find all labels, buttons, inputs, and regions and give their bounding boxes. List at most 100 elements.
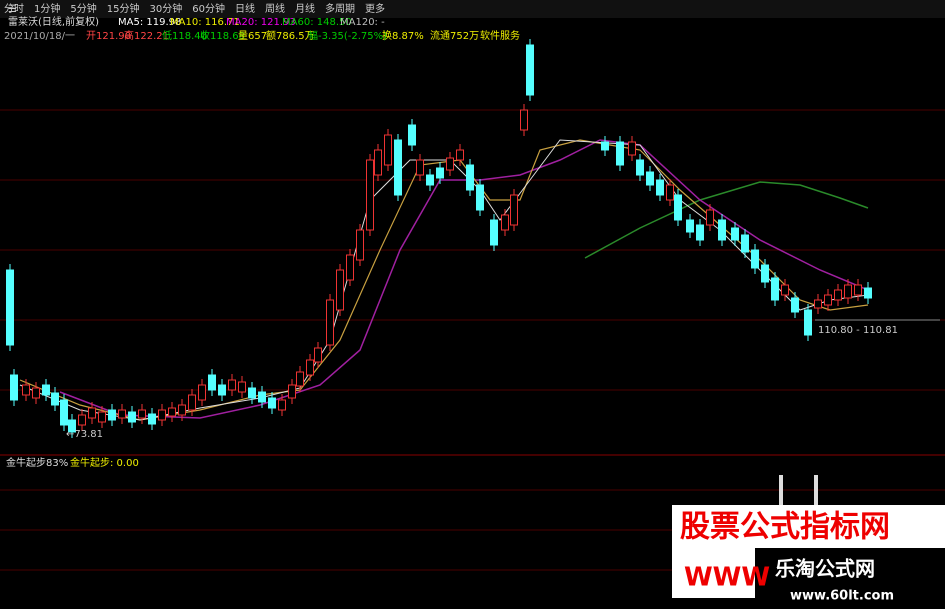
candle-body bbox=[446, 157, 454, 171]
toolbar-item[interactable]: 分时 bbox=[4, 3, 24, 15]
min-label: ←73.81 bbox=[66, 429, 103, 440]
quote-date: 2021/10/18/一 bbox=[4, 31, 75, 42]
ma10-line bbox=[19, 139, 869, 421]
quote-high: 高122.21 bbox=[124, 29, 169, 42]
candle-body bbox=[628, 141, 636, 156]
candle-body bbox=[804, 309, 812, 336]
quote-float: 流通752万 bbox=[430, 29, 479, 42]
candle-body bbox=[844, 284, 852, 299]
ma20: MA20: 121.93 bbox=[226, 17, 296, 28]
candle-body bbox=[22, 384, 30, 396]
toolbar-item[interactable]: 周线 bbox=[265, 2, 285, 15]
quote-amount: 额786.5万 bbox=[266, 29, 315, 42]
quote-volume: 量657 bbox=[238, 30, 267, 42]
ma20-line bbox=[59, 139, 869, 419]
toolbar-item[interactable]: 月线 bbox=[295, 2, 315, 15]
candle-body bbox=[51, 392, 59, 406]
ma120: MA120: - bbox=[340, 17, 385, 28]
candle-body bbox=[168, 407, 176, 417]
candle-body bbox=[228, 379, 236, 391]
candles bbox=[6, 39, 872, 438]
candle-body bbox=[426, 174, 434, 186]
candle-body bbox=[248, 387, 256, 399]
candle-body bbox=[218, 384, 226, 396]
candle-body bbox=[32, 387, 40, 399]
candle-body bbox=[306, 359, 314, 376]
candle-body bbox=[741, 234, 749, 253]
indicator-value: 金牛起步: 0.00 bbox=[70, 456, 139, 469]
toolbar-item[interactable]: 30分钟 bbox=[149, 2, 182, 15]
candle-body bbox=[490, 219, 498, 246]
candle-body bbox=[466, 164, 474, 191]
quote-low: 低118.40 bbox=[162, 29, 207, 42]
grid bbox=[0, 109, 945, 571]
site-name: 乐淘公式网 bbox=[775, 557, 875, 581]
candle-body bbox=[60, 399, 68, 426]
candle-body bbox=[268, 397, 276, 409]
candle-body bbox=[78, 414, 86, 426]
candle-body bbox=[636, 159, 644, 176]
ma5: MA5: 119.98 bbox=[118, 17, 181, 28]
candle-body bbox=[791, 297, 799, 313]
candle-body bbox=[98, 411, 106, 423]
candle-body bbox=[394, 139, 402, 196]
candle-body bbox=[178, 404, 186, 416]
indicator-bars bbox=[779, 475, 818, 515]
candle-body bbox=[366, 159, 374, 231]
candle-body bbox=[646, 171, 654, 186]
candle-body bbox=[6, 269, 14, 346]
candle-body bbox=[118, 409, 126, 419]
toolbar-bg bbox=[0, 0, 945, 18]
candle-body bbox=[416, 159, 424, 176]
candle-body bbox=[374, 149, 382, 176]
indicator-title: 金牛起步83% bbox=[6, 456, 68, 469]
candle-body bbox=[761, 264, 769, 283]
candle-body bbox=[510, 194, 518, 226]
toolbar-item[interactable]: 1分钟 bbox=[34, 2, 60, 15]
candle-body bbox=[314, 347, 322, 363]
quote-open: 开121.90 bbox=[86, 31, 131, 42]
candle-body bbox=[696, 224, 704, 241]
candle-body bbox=[674, 194, 682, 221]
candle-body bbox=[864, 287, 872, 299]
candle-body bbox=[88, 407, 96, 419]
quote-turnover: 换8.87% bbox=[382, 29, 424, 42]
toolbar-item[interactable]: 日线 bbox=[235, 2, 255, 15]
candle-body bbox=[278, 399, 286, 411]
candle-body bbox=[346, 254, 354, 281]
candle-body bbox=[238, 381, 246, 393]
candle-body bbox=[476, 184, 484, 211]
candle-body bbox=[288, 384, 296, 399]
candle-body bbox=[601, 141, 609, 151]
candle-body bbox=[834, 289, 842, 301]
candle-body bbox=[108, 409, 116, 421]
candle-body bbox=[208, 374, 216, 391]
candle-body bbox=[751, 249, 759, 269]
toolbar-item[interactable]: 5分钟 bbox=[70, 2, 96, 15]
candle-body bbox=[731, 227, 739, 241]
quote-close: 收118.68 bbox=[200, 29, 245, 42]
toolbar-item[interactable]: 更多 bbox=[365, 2, 385, 15]
candle-body bbox=[296, 371, 304, 387]
candle-body bbox=[188, 394, 196, 411]
quote-sector: 软件服务 bbox=[480, 29, 520, 42]
toolbar-item[interactable]: 15分钟 bbox=[107, 2, 140, 15]
candle-body bbox=[814, 299, 822, 309]
candle-body bbox=[158, 409, 166, 421]
candle-body bbox=[336, 269, 344, 311]
toolbar-item[interactable]: 多周期 bbox=[325, 2, 355, 15]
candle-body bbox=[718, 219, 726, 241]
candle-body bbox=[326, 299, 334, 346]
candle-body bbox=[854, 284, 862, 296]
candle-body bbox=[356, 229, 364, 261]
candle-body bbox=[824, 294, 832, 306]
candle-body bbox=[526, 44, 534, 96]
site-box bbox=[755, 548, 945, 609]
candle-body bbox=[148, 413, 156, 425]
candle-body bbox=[10, 374, 18, 401]
toolbar-item[interactable]: 60分钟 bbox=[192, 2, 225, 15]
candle-body bbox=[198, 384, 206, 401]
candle-body bbox=[771, 277, 779, 301]
